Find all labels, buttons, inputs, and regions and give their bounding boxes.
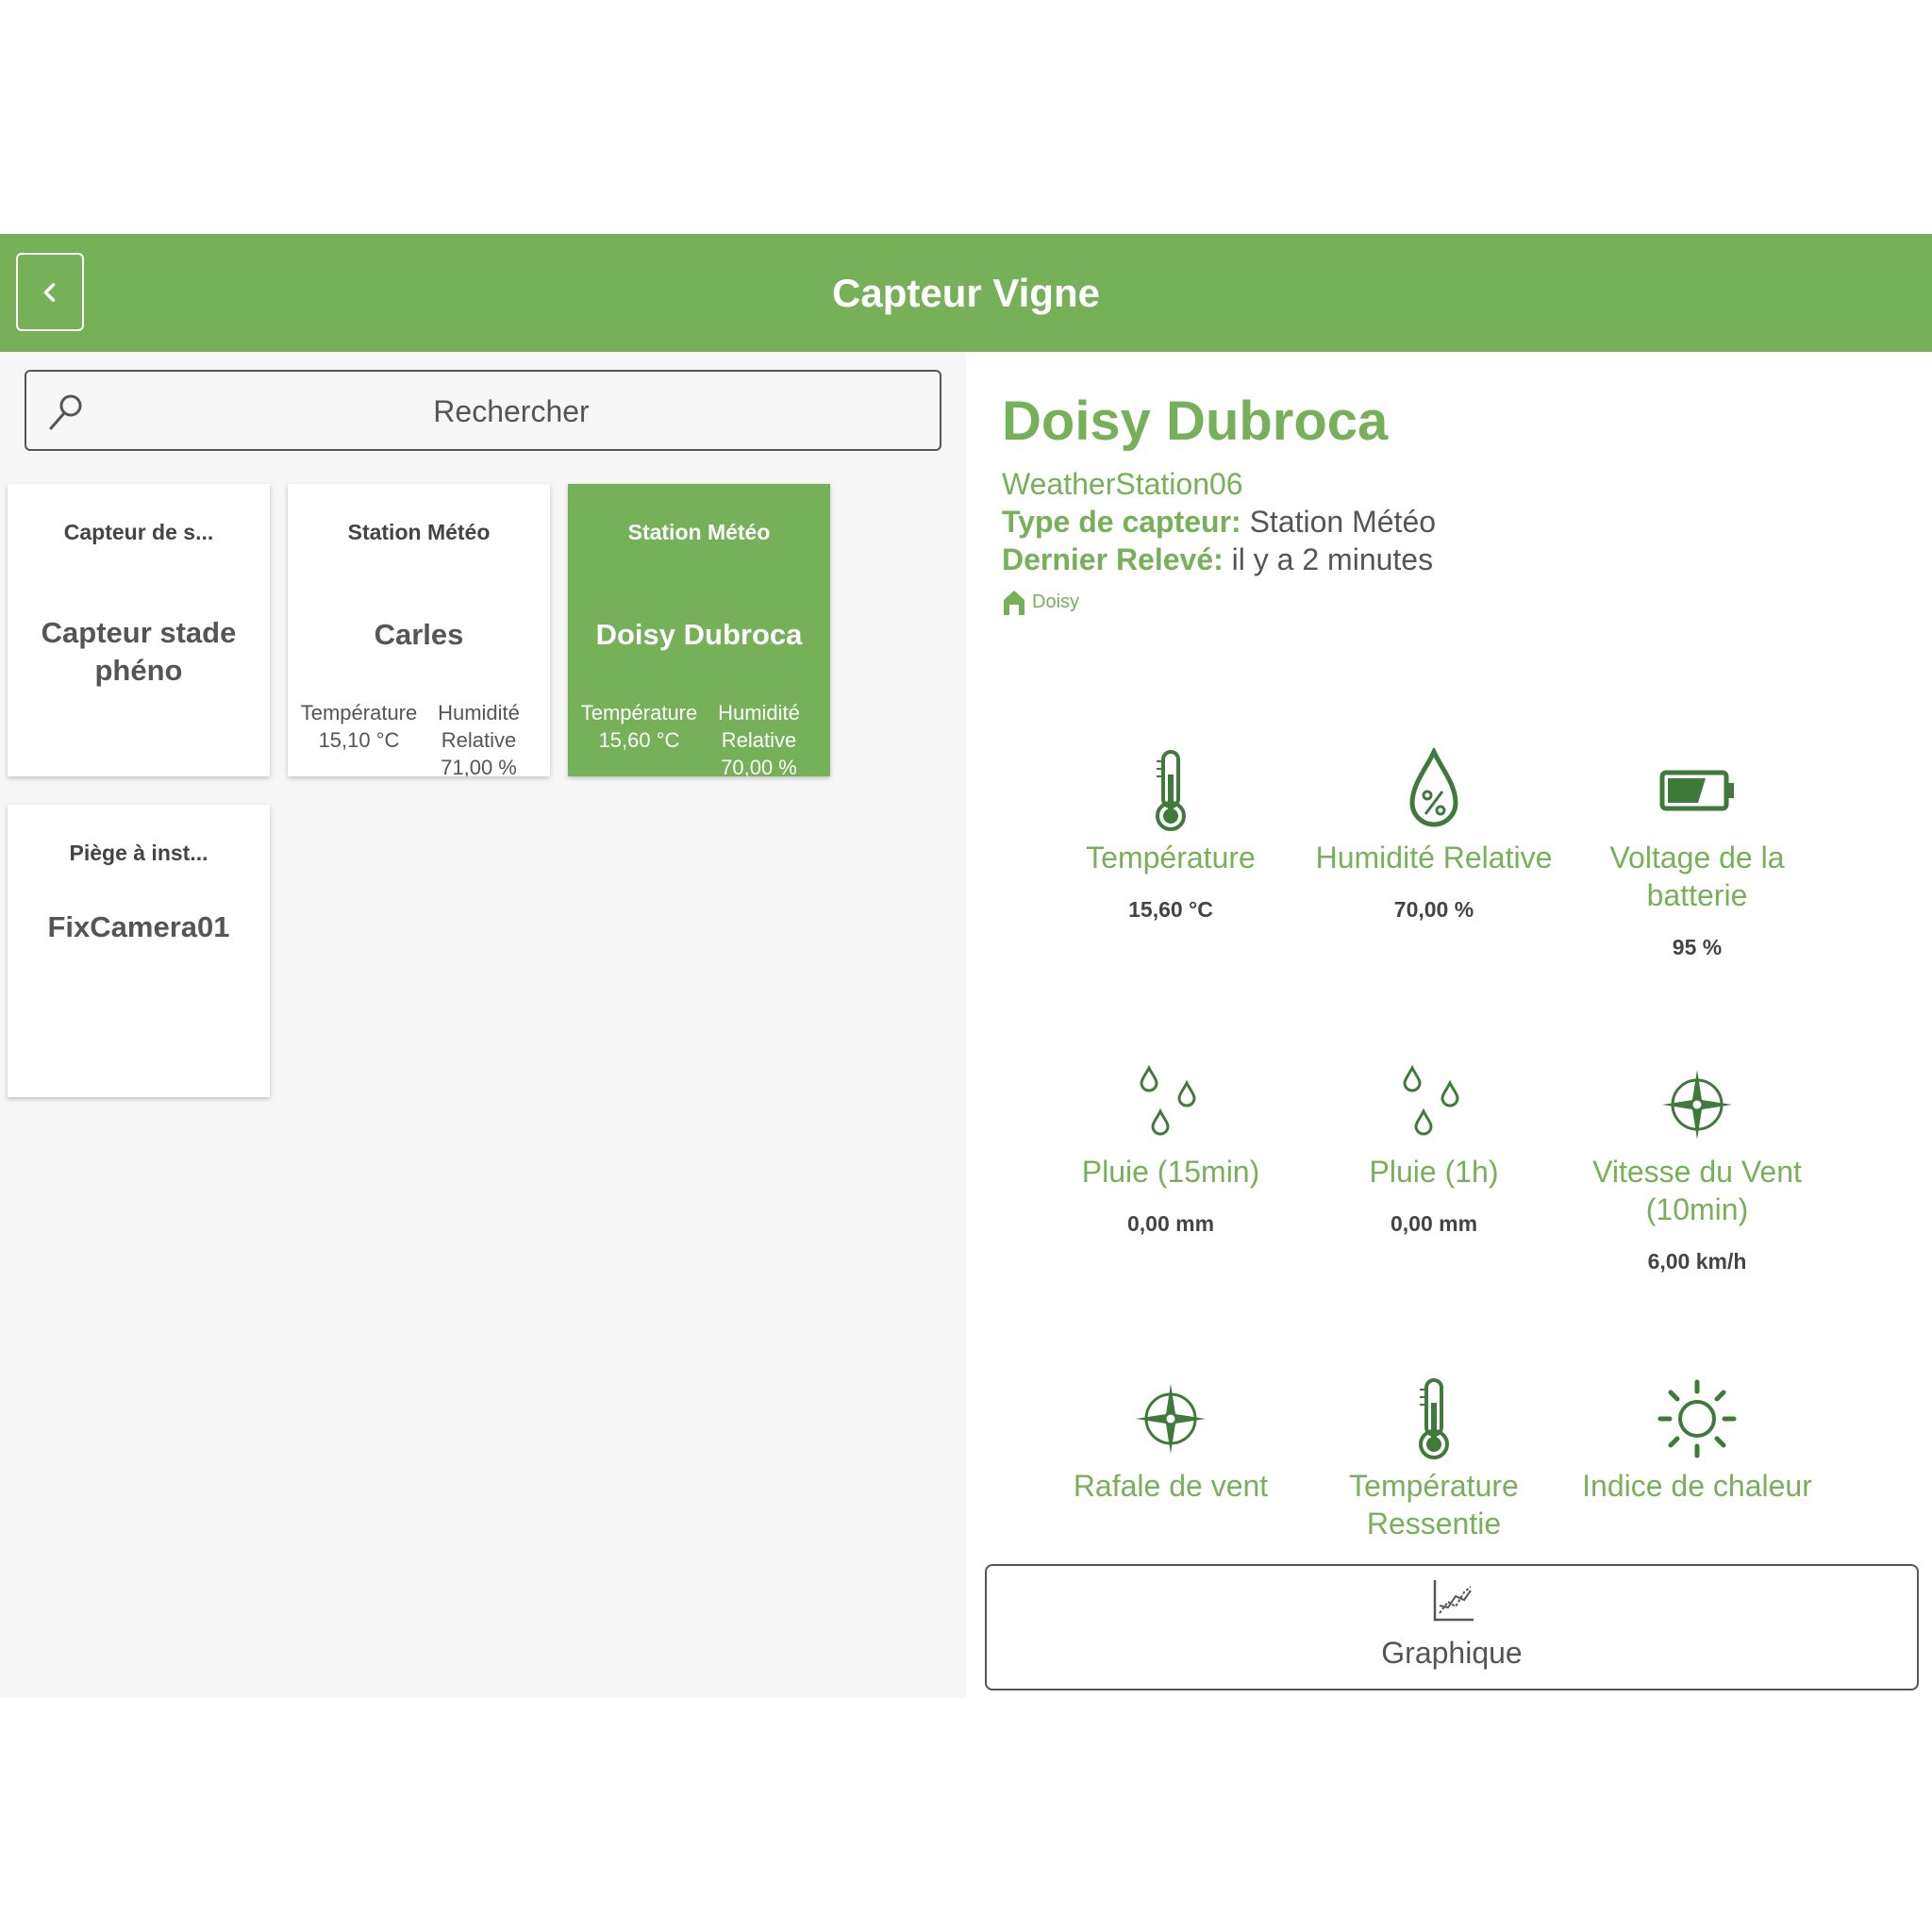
sensor-card-fixcamera01[interactable]: Piège à inst... FixCamera01 (8, 805, 270, 1097)
sensor-card-carles[interactable]: Station Météo Carles Température 15,10 °… (288, 484, 550, 776)
last-reading-label: Dernier Relevé: (1002, 542, 1224, 576)
app-window: Capteur Vigne Capteur de s... Capteur st… (0, 234, 1932, 1698)
header-bar: Capteur Vigne (0, 234, 1932, 352)
page-title: Capteur Vigne (832, 271, 1100, 315)
back-button[interactable] (16, 253, 84, 331)
measurement-rain-1h[interactable]: Pluie (1h) 0,00 mm (1302, 1062, 1566, 1237)
search-box[interactable] (25, 370, 941, 451)
measurement-label: Température (1086, 841, 1256, 874)
thermometer-icon (1156, 750, 1186, 831)
line-chart-icon (1433, 1580, 1474, 1622)
sensor-type-label: Type de capteur: (1002, 505, 1241, 539)
measurement-value: 0,00 mm (1126, 1211, 1215, 1236)
battery-icon (1659, 770, 1734, 811)
location-name: Doisy (1032, 591, 1080, 612)
measurement-felt-temperature[interactable]: Température Ressentie (1302, 1376, 1566, 1536)
search-icon (49, 394, 82, 430)
humidity-drop-icon (1409, 748, 1458, 827)
sun-icon (1657, 1379, 1737, 1458)
measurement-value: 95 % (1672, 935, 1723, 959)
graph-button[interactable]: Graphique (985, 1564, 1919, 1690)
location-link[interactable]: Doisy (1002, 588, 1079, 616)
measurement-heat-index[interactable]: Indice de chaleur (1565, 1376, 1829, 1505)
sensor-type-line: Type de capteur: Station Météo (1002, 505, 1436, 540)
card-category: Station Météo (347, 520, 491, 544)
chevron-left-icon (43, 282, 56, 302)
card-metrics: Température 15,60 °C Humidité Relative 7… (579, 699, 819, 776)
card-category: Piège à inst... (69, 841, 208, 865)
measurements-grid: Température 15,60 °C Humidité Relative 7… (966, 748, 1932, 1536)
measurement-label: Voltage de la batterie (1609, 841, 1785, 912)
card-name: Carles (374, 618, 464, 651)
measurement-wind-speed[interactable]: Vitesse du Vent (10min) 6,00 km/h (1565, 1062, 1829, 1274)
card-name: Doisy Dubroca (595, 618, 803, 651)
compass-icon (1662, 1070, 1732, 1140)
card-metric-temperature: Température 15,10 °C (300, 701, 418, 752)
sensor-list-pane: Capteur de s... Capteur stade phéno Stat… (0, 352, 966, 1698)
measurement-label: Rafale de vent (1073, 1469, 1269, 1503)
measurement-rain-15min[interactable]: Pluie (15min) 0,00 mm (1039, 1062, 1303, 1237)
card-metric-humidity: Humidité Relative 70,00 % (718, 701, 800, 776)
measurement-label: Pluie (15min) (1081, 1155, 1260, 1189)
sensor-card-doisy-dubroca[interactable]: Station Météo Doisy Dubroca Température … (568, 484, 830, 776)
card-metrics: Température 15,10 °C Humidité Relative 7… (299, 699, 539, 776)
measurement-value: 6,00 km/h (1647, 1249, 1747, 1274)
rain-drops-icon (1140, 1064, 1196, 1136)
rain-drops-icon (1403, 1064, 1459, 1136)
measurement-value: 15,60 °C (1128, 897, 1213, 922)
measurement-value: 0,00 mm (1390, 1211, 1478, 1236)
card-category: Capteur de s... (63, 520, 214, 544)
last-reading-value: il y a 2 minutes (1231, 542, 1434, 576)
measurement-humidity[interactable]: Humidité Relative 70,00 % (1302, 748, 1566, 923)
measurement-label: Indice de chaleur (1582, 1469, 1812, 1503)
measurement-label: Vitesse du Vent (10min) (1592, 1155, 1802, 1226)
card-name: Capteur stade phéno (41, 616, 237, 687)
last-reading-line: Dernier Relevé: il y a 2 minutes (1002, 542, 1433, 577)
home-icon (1004, 591, 1024, 615)
card-name: FixCamera01 (47, 910, 230, 943)
measurement-label: Température Ressentie (1349, 1469, 1519, 1536)
station-id: WeatherStation06 (1002, 467, 1243, 501)
thermometer-icon (1419, 1378, 1449, 1459)
measurement-label: Humidité Relative (1315, 841, 1553, 874)
sensor-type-value: Station Météo (1249, 505, 1437, 539)
measurement-battery[interactable]: Voltage de la batterie 95 % (1565, 748, 1829, 960)
graph-button-label: Graphique (1381, 1636, 1523, 1670)
card-category: Station Météo (627, 520, 771, 544)
sensor-card-capteur-stade-pheno[interactable]: Capteur de s... Capteur stade phéno (8, 484, 270, 776)
card-metric-temperature: Température 15,60 °C (580, 701, 698, 752)
card-metric-humidity: Humidité Relative 71,00 % (438, 701, 520, 776)
compass-icon (1136, 1384, 1206, 1454)
sensor-detail-pane: Doisy Dubroca WeatherStation06 Type de c… (966, 352, 1932, 1698)
detail-title: Doisy Dubroca (1002, 391, 1389, 452)
search-input[interactable] (102, 372, 921, 451)
measurement-value: 70,00 % (1393, 897, 1474, 922)
measurement-temperature[interactable]: Température 15,60 °C (1039, 748, 1303, 923)
measurement-label: Pluie (1h) (1369, 1155, 1499, 1189)
measurement-wind-gust[interactable]: Rafale de vent (1039, 1376, 1303, 1505)
